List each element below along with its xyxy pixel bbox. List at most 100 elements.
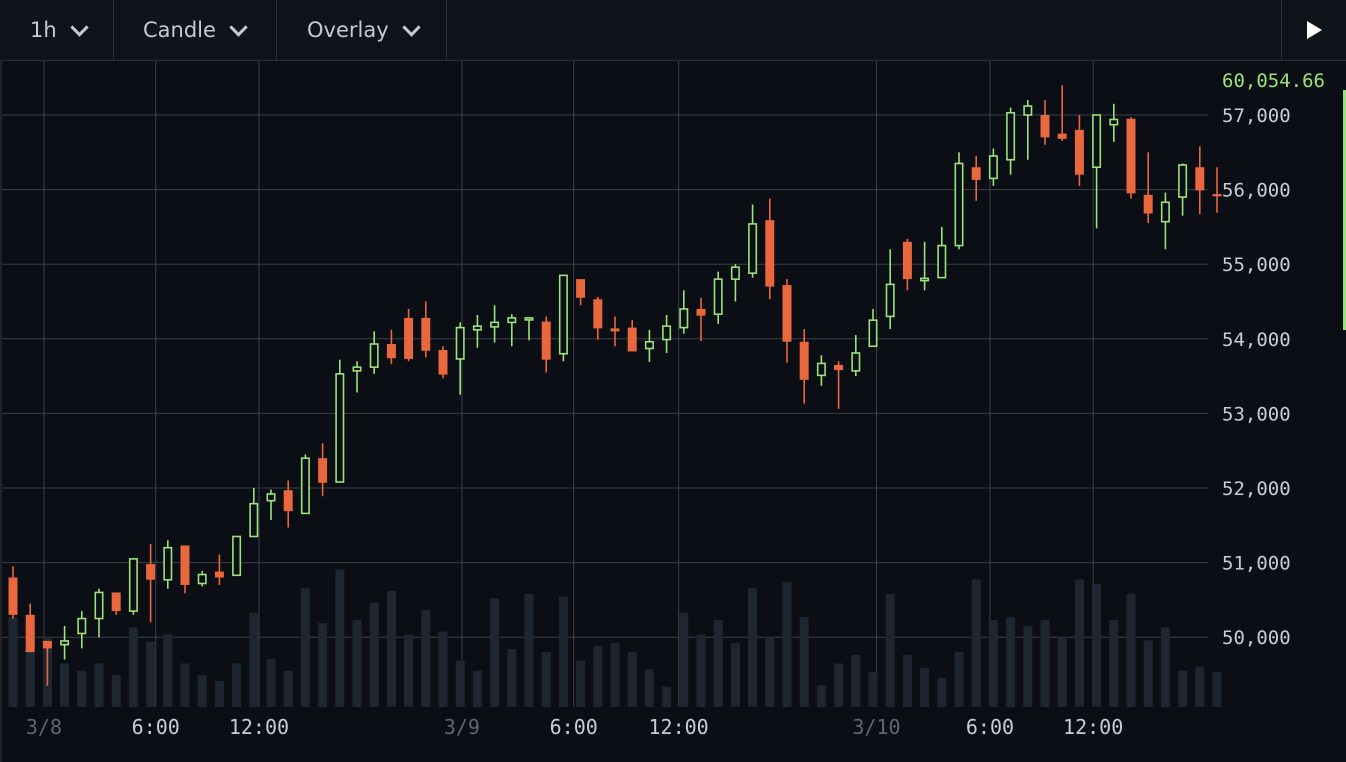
volume-bar bbox=[386, 591, 396, 707]
volume-bar bbox=[490, 598, 500, 707]
candle-body-down bbox=[1074, 129, 1084, 175]
volume-bar bbox=[283, 670, 293, 707]
candle-body-down bbox=[8, 577, 18, 615]
candle-body-up bbox=[472, 325, 482, 331]
candle-body-up bbox=[232, 535, 242, 577]
candle-body-down bbox=[593, 299, 603, 329]
candle-body-up bbox=[1006, 111, 1016, 161]
candle-body-down bbox=[111, 592, 121, 612]
candle-body-up bbox=[1178, 164, 1188, 198]
candle-body-down bbox=[214, 571, 224, 578]
candle-body-up bbox=[128, 558, 138, 612]
volume-bar bbox=[438, 631, 448, 707]
volume-bar bbox=[954, 651, 964, 707]
candle-body-up bbox=[163, 546, 173, 581]
volume-bar bbox=[318, 622, 328, 707]
volume-bar bbox=[507, 649, 517, 707]
price-scroll-indicator bbox=[1343, 90, 1346, 330]
candle-body-down bbox=[1195, 167, 1205, 191]
candle-body-up bbox=[713, 278, 723, 315]
volume-bar bbox=[197, 675, 207, 707]
time-tick-label: 3/10 bbox=[852, 715, 900, 739]
volume-bar bbox=[146, 641, 156, 707]
volume-bar bbox=[662, 686, 672, 707]
interval-dropdown[interactable]: 1h bbox=[0, 0, 114, 60]
candle-body-up bbox=[490, 321, 500, 328]
candle-body-up bbox=[730, 266, 740, 280]
price-tick-label: 56,000 bbox=[1222, 180, 1291, 202]
interval-label: 1h bbox=[30, 18, 57, 42]
candle-body-up bbox=[197, 573, 207, 585]
candle-body-up bbox=[662, 325, 672, 341]
chart-grid bbox=[0, 61, 1208, 707]
candle-body-up bbox=[94, 591, 104, 620]
time-axis: 3/8 6:00 12:00 3/9 6:00 12:00 3/10 6:00 12:00 bbox=[26, 715, 1123, 739]
candlestick-chart[interactable]: 57,000 56,000 55,000 54,000 53,000 52,000 51,0… bbox=[0, 61, 1346, 762]
candle-body-up bbox=[524, 317, 534, 321]
candle-body-down bbox=[627, 327, 637, 352]
volume-bar bbox=[266, 659, 276, 707]
volume-bar bbox=[713, 620, 723, 707]
overlay-label: Overlay bbox=[307, 18, 389, 42]
candle-body-up bbox=[988, 155, 998, 180]
price-tick-label: 53,000 bbox=[1222, 403, 1291, 425]
chevron-down-icon bbox=[69, 17, 89, 37]
candle-body-down bbox=[386, 344, 396, 359]
chart-type-dropdown[interactable]: Candle bbox=[114, 0, 277, 60]
candle-body-up bbox=[920, 277, 930, 282]
time-tick-label: 12:00 bbox=[229, 715, 289, 739]
volume-bar bbox=[696, 634, 706, 707]
volume-bar bbox=[937, 678, 947, 707]
volume-bar bbox=[902, 654, 912, 707]
chevron-down-icon bbox=[401, 17, 421, 37]
candle-body-down bbox=[834, 364, 844, 371]
candle-body-up bbox=[300, 457, 310, 515]
volume-bar bbox=[610, 643, 620, 707]
candle-body-up bbox=[77, 617, 87, 635]
candle-body-up bbox=[679, 308, 689, 329]
volume-bar bbox=[816, 685, 826, 707]
price-tick-label: 51,000 bbox=[1222, 553, 1291, 575]
candle-body-down bbox=[1212, 194, 1222, 197]
candle-body-down bbox=[799, 341, 809, 380]
volume-bar bbox=[524, 593, 534, 707]
volume-bar bbox=[730, 643, 740, 707]
volume-bar bbox=[25, 627, 35, 707]
candle-body-up bbox=[558, 274, 568, 355]
volume-bar bbox=[765, 637, 775, 707]
volume-bar bbox=[988, 620, 998, 707]
candle-body-down bbox=[318, 458, 328, 483]
candle-body-down bbox=[971, 167, 981, 180]
candle-body-up bbox=[1109, 118, 1119, 126]
overlay-dropdown[interactable]: Overlay bbox=[277, 0, 447, 60]
candle-body-down bbox=[782, 285, 792, 342]
volume-bar bbox=[404, 634, 414, 707]
time-tick-label: 6:00 bbox=[550, 715, 598, 739]
last-price-label: 60,054.66 bbox=[1222, 70, 1325, 92]
volume-bar bbox=[455, 660, 465, 707]
volume-bar bbox=[644, 669, 654, 707]
candle-body-down bbox=[283, 490, 293, 512]
volume-bar bbox=[782, 582, 792, 707]
candle-body-up bbox=[60, 640, 70, 646]
volume-bar bbox=[163, 634, 173, 707]
price-tick-label: 54,000 bbox=[1222, 329, 1291, 351]
volume-bar bbox=[1178, 670, 1188, 707]
volume-bar bbox=[352, 620, 362, 707]
candle-body-up bbox=[885, 283, 895, 318]
candle-body-down bbox=[25, 614, 35, 653]
chart-type-label: Candle bbox=[143, 18, 216, 42]
volume-bar bbox=[1126, 593, 1136, 707]
volume-bar bbox=[128, 627, 138, 707]
candle-body-down bbox=[576, 279, 586, 298]
candle-body-down bbox=[610, 328, 620, 332]
candle-body-up bbox=[816, 362, 826, 377]
candle-body-up bbox=[1160, 201, 1170, 223]
play-button[interactable] bbox=[1281, 0, 1346, 60]
volume-bar bbox=[214, 680, 224, 707]
volume-bar bbox=[799, 617, 809, 707]
candle-body-down bbox=[438, 349, 448, 375]
volume-bar bbox=[1057, 637, 1067, 707]
volume-bar bbox=[593, 646, 603, 707]
time-tick-label: 6:00 bbox=[132, 715, 180, 739]
